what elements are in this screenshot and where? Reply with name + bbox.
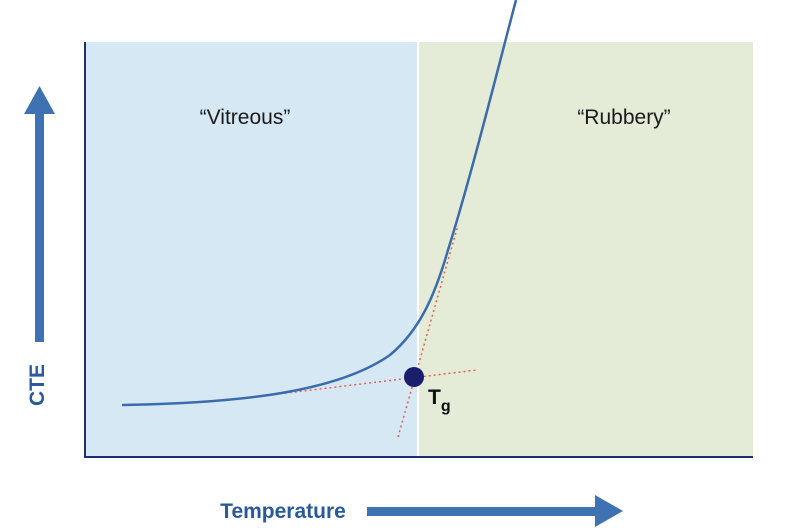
- tg-main: T: [428, 386, 441, 409]
- cte-curve: [121, 0, 518, 407]
- y-arrow-shaft: [35, 112, 44, 342]
- x-axis-label: Temperature: [220, 500, 346, 523]
- tg-label: Tg: [428, 386, 451, 415]
- region-label: “Rubbery”: [577, 106, 670, 129]
- x-arrow-head: [595, 495, 623, 527]
- tg-subscript: g: [441, 398, 451, 415]
- rubbery-region: [418, 42, 753, 457]
- y-arrow-head: [24, 86, 55, 114]
- tangent-line: [244, 369, 478, 399]
- tg-point: [404, 367, 424, 387]
- region-label: “Vitreous”: [200, 106, 291, 129]
- x-arrow-shaft: [367, 507, 597, 516]
- y-axis-label: CTE: [26, 364, 49, 406]
- vitreous-region: [85, 42, 418, 457]
- tangent-line: [397, 224, 459, 438]
